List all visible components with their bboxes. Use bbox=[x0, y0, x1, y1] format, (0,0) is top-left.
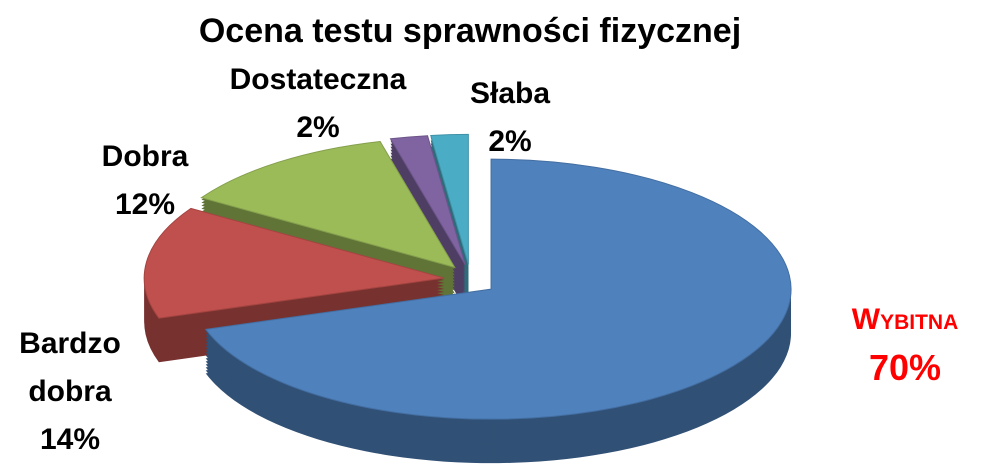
value-label: 70% bbox=[868, 347, 942, 388]
slice bbox=[204, 158, 792, 420]
slice-label: Słaba 2% bbox=[410, 70, 610, 166]
value-label: 12% bbox=[114, 188, 176, 221]
slice-side bbox=[390, 146, 466, 276]
slice-side bbox=[390, 140, 466, 270]
slice-side bbox=[390, 149, 466, 279]
slice-side bbox=[390, 152, 466, 282]
slice-side bbox=[390, 143, 466, 273]
slice-label: Dostateczna 2% bbox=[218, 56, 418, 152]
category-name: Wybitna bbox=[851, 303, 959, 336]
slice bbox=[389, 135, 466, 265]
category-name: Dostateczna bbox=[229, 63, 407, 96]
category-name: Dobra bbox=[101, 140, 189, 173]
value-label: 2% bbox=[488, 125, 532, 158]
slice-label: Bardzo dobra 14% bbox=[0, 320, 140, 464]
slice bbox=[430, 133, 469, 265]
category-name: Słaba bbox=[469, 77, 551, 110]
slice bbox=[143, 207, 445, 319]
value-label: 14% bbox=[39, 423, 101, 456]
slice-label: Dobra 12% bbox=[45, 133, 245, 229]
slice bbox=[200, 140, 456, 269]
chart-title: Ocena testu sprawności fizycznej bbox=[198, 12, 742, 50]
category-name: Bardzo dobra bbox=[19, 327, 121, 408]
value-label: 2% bbox=[296, 111, 340, 144]
slice-side bbox=[390, 155, 466, 285]
slice-label: Wybitna 70% bbox=[805, 296, 986, 392]
